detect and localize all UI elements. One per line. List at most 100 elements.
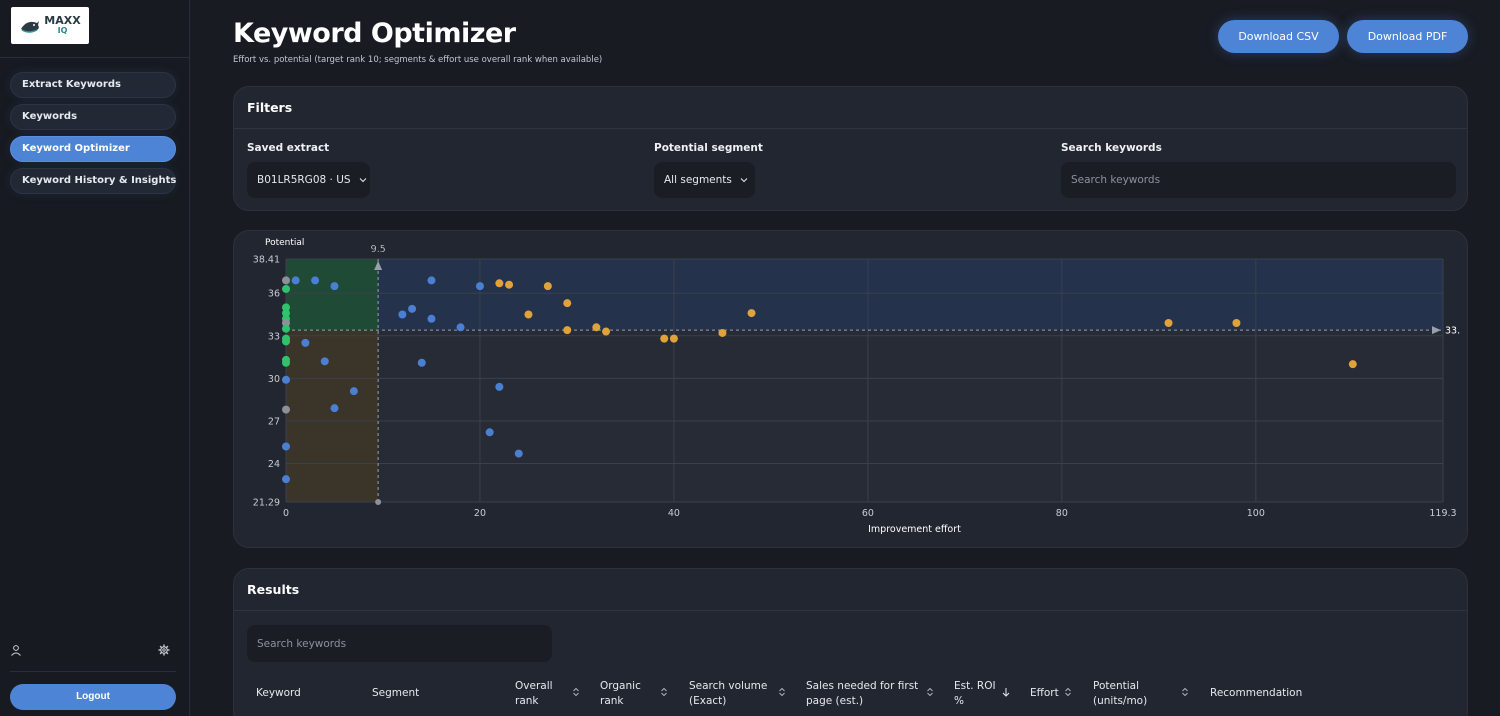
data-point[interactable] — [495, 279, 504, 288]
potential-segment-label: Potential segment — [654, 142, 763, 154]
data-point[interactable] — [398, 310, 407, 319]
region-low-effort — [286, 330, 379, 502]
data-point[interactable] — [375, 499, 382, 505]
region-quick-wins — [286, 259, 379, 331]
saved-extract-value: B01LR5RG08 · US — [257, 174, 351, 186]
column-header-effort[interactable]: Effort — [1030, 687, 1059, 699]
data-point[interactable] — [282, 337, 290, 346]
x-tick-label: 119.3 — [1429, 508, 1456, 519]
saved-extract-label: Saved extract — [247, 142, 330, 154]
column-header-organic[interactable]: Organic rank — [600, 680, 641, 707]
data-point[interactable] — [1232, 319, 1241, 328]
results-title: Results — [247, 582, 300, 597]
column-header-recommendation: Recommendation — [1210, 687, 1303, 699]
search-keywords-label: Search keywords — [1061, 142, 1162, 154]
x-threshold-label: 9.5 — [371, 244, 386, 255]
filter-search-input[interactable] — [1061, 162, 1456, 198]
data-point[interactable] — [563, 326, 572, 335]
filters-card: Filters Saved extract B01LR5RG08 · US Po… — [233, 86, 1468, 211]
user-icon[interactable] — [10, 644, 22, 656]
gear-icon[interactable] — [158, 644, 170, 656]
sort-icon[interactable] — [1064, 687, 1072, 697]
download-pdf-button[interactable]: Download PDF — [1347, 20, 1468, 53]
data-point[interactable] — [514, 449, 523, 458]
data-point[interactable] — [282, 276, 290, 285]
sort-icon[interactable] — [660, 687, 668, 697]
column-header-search-volume[interactable]: Search volume (Exact) — [689, 680, 768, 707]
x-tick-label: 20 — [474, 508, 486, 519]
data-point[interactable] — [660, 334, 669, 343]
data-point[interactable] — [524, 310, 533, 319]
sidebar-divider-bottom — [10, 671, 176, 672]
data-point[interactable] — [427, 314, 436, 323]
y-tick-label: 24 — [268, 459, 280, 470]
data-point[interactable] — [747, 309, 756, 318]
data-point[interactable] — [1348, 360, 1357, 369]
data-point[interactable] — [563, 299, 572, 308]
data-point[interactable] — [282, 284, 290, 293]
sort-icon[interactable] — [778, 687, 786, 697]
data-point[interactable] — [282, 324, 290, 333]
chart-card: 9.5 33. Potential Improvement effort 0 20 40 60… — [233, 230, 1468, 548]
page-subtitle: Effort vs. potential (target rank 10; se… — [233, 55, 603, 65]
logo[interactable]: MAXX IQ — [11, 7, 89, 44]
data-point[interactable] — [475, 282, 484, 291]
effort-potential-scatter-chart[interactable]: 9.5 33. Potential Improvement effort 0 20 40 60… — [234, 231, 1469, 549]
data-point[interactable] — [495, 382, 504, 391]
data-point[interactable] — [301, 338, 310, 347]
results-search-input[interactable] — [247, 625, 552, 662]
data-point[interactable] — [349, 387, 358, 396]
data-point[interactable] — [456, 323, 465, 332]
data-point[interactable] — [543, 282, 552, 291]
y-axis-title: Potential — [265, 238, 304, 248]
data-point[interactable] — [427, 276, 436, 285]
sort-desc-icon[interactable] — [1002, 687, 1010, 697]
potential-segment-select[interactable]: All segments — [654, 162, 755, 198]
data-point[interactable] — [505, 280, 514, 289]
sort-icon[interactable] — [572, 687, 580, 697]
data-point[interactable] — [320, 357, 329, 366]
data-point[interactable] — [282, 319, 290, 328]
data-point[interactable] — [311, 276, 320, 285]
y-tick-label: 30 — [268, 374, 280, 385]
chevron-down-icon — [359, 178, 366, 183]
data-point[interactable] — [291, 276, 300, 285]
column-header-overall[interactable]: Overall rank — [515, 680, 553, 707]
sidebar-item-keywords[interactable]: Keywords — [10, 104, 176, 130]
saved-extract-select[interactable]: B01LR5RG08 · US — [247, 162, 370, 198]
sidebar-item-keyword-optimizer[interactable]: Keyword Optimizer — [10, 136, 176, 162]
sidebar-item-keyword-history[interactable]: Keyword History & Insights — [10, 168, 176, 194]
y-tick-label: 38.41 — [253, 255, 280, 266]
data-point[interactable] — [282, 405, 290, 414]
x-threshold-arrow — [374, 261, 383, 270]
column-header-sales-needed-for-first[interactable]: Sales needed for first page (est.) — [806, 680, 919, 707]
logo-text: MAXX IQ — [44, 13, 81, 35]
data-point[interactable] — [282, 475, 290, 484]
column-header-potential[interactable]: Potential (units/mo) — [1093, 680, 1148, 707]
sort-icon[interactable] — [926, 687, 934, 697]
column-header-est-roi[interactable]: Est. ROI% — [954, 680, 996, 707]
data-point[interactable] — [1164, 319, 1173, 328]
data-point[interactable] — [282, 303, 290, 312]
sidebar: MAXX IQ Extract Keywords Keywords Keywor… — [0, 0, 190, 716]
data-point[interactable] — [282, 442, 290, 451]
data-point[interactable] — [330, 282, 339, 291]
sidebar-item-extract-keywords[interactable]: Extract Keywords — [10, 72, 176, 98]
data-point[interactable] — [282, 358, 290, 367]
data-point[interactable] — [718, 328, 727, 337]
data-point[interactable] — [669, 334, 678, 343]
sort-icon[interactable] — [1181, 687, 1189, 697]
data-point[interactable] — [417, 358, 426, 367]
data-point[interactable] — [282, 375, 290, 384]
data-point[interactable] — [282, 309, 290, 318]
download-csv-button[interactable]: Download CSV — [1218, 20, 1339, 53]
y-threshold-label: 33. — [1445, 326, 1460, 337]
data-point[interactable] — [485, 428, 494, 437]
results-divider — [234, 610, 1467, 611]
data-point[interactable] — [592, 323, 601, 332]
logout-button[interactable]: Logout — [10, 684, 176, 710]
y-tick-label: 33 — [268, 331, 280, 342]
data-point[interactable] — [330, 404, 339, 413]
data-point[interactable] — [408, 304, 417, 313]
data-point[interactable] — [602, 327, 611, 336]
